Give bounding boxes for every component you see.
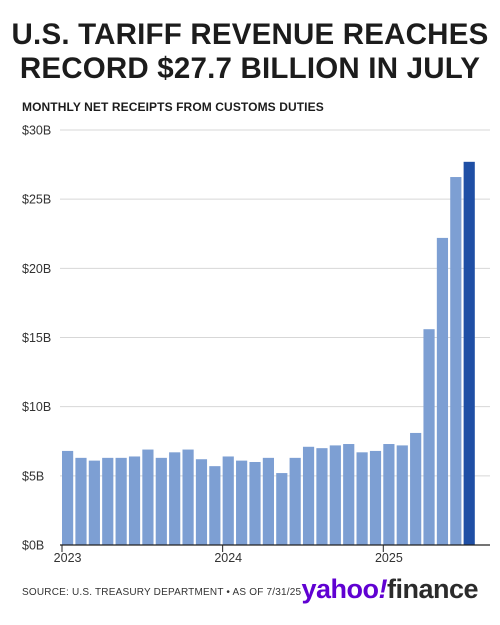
y-tick-label: $30B: [22, 124, 51, 138]
logo-finance: finance: [386, 574, 479, 604]
bar: [316, 448, 328, 545]
bar: [209, 466, 221, 545]
chart-subtitle: MONTHLY NET RECEIPTS FROM CUSTOMS DUTIES: [22, 100, 324, 114]
chart-title: U.S. TARIFF REVENUE REACHES RECORD $27.7…: [0, 18, 500, 86]
yahoo-finance-logo: yahoo!finance: [301, 574, 478, 605]
bar: [249, 462, 261, 545]
x-tick-label: 2025: [375, 551, 403, 565]
bar: [329, 445, 341, 545]
logo-yahoo: yahoo: [301, 574, 379, 604]
bar: [182, 449, 194, 545]
bar: [302, 446, 315, 545]
bar: [155, 457, 167, 545]
y-tick-label: $10B: [22, 400, 51, 414]
bar: [423, 329, 435, 545]
bar: [436, 237, 449, 545]
bar: [343, 444, 355, 545]
bar: [195, 459, 208, 545]
y-tick-label: $5B: [22, 469, 44, 483]
bar: [115, 457, 127, 545]
bar: [356, 452, 368, 545]
bar: [450, 177, 462, 546]
y-tick-label: $0B: [22, 539, 44, 553]
bar: [410, 432, 422, 545]
y-tick-label: $20B: [22, 262, 51, 276]
x-tick-label: 2023: [54, 551, 82, 565]
bar: [383, 444, 395, 545]
bar: [62, 450, 74, 545]
bar: [142, 449, 154, 545]
y-tick-label: $25B: [22, 193, 51, 207]
bar: [262, 457, 274, 545]
bar: [169, 452, 181, 545]
bar: [88, 460, 100, 545]
bar: [396, 445, 408, 545]
chart-title-line-2: RECORD $27.7 BILLION IN JULY: [19, 52, 481, 85]
bar: [222, 456, 234, 545]
bar: [236, 460, 248, 545]
bar: [463, 161, 475, 546]
bar: [75, 457, 87, 545]
bar: [128, 456, 141, 545]
chart-title-line-1: U.S. TARIFF REVENUE REACHES: [11, 18, 489, 51]
bar: [289, 457, 301, 545]
bar: [102, 457, 114, 545]
source-note: SOURCE: U.S. TREASURY DEPARTMENT • AS OF…: [22, 587, 302, 598]
bar: [369, 450, 382, 545]
y-tick-label: $15B: [22, 331, 51, 345]
bar: [276, 473, 288, 545]
logo-bang: !: [378, 574, 387, 604]
x-tick-label: 2024: [214, 551, 242, 565]
